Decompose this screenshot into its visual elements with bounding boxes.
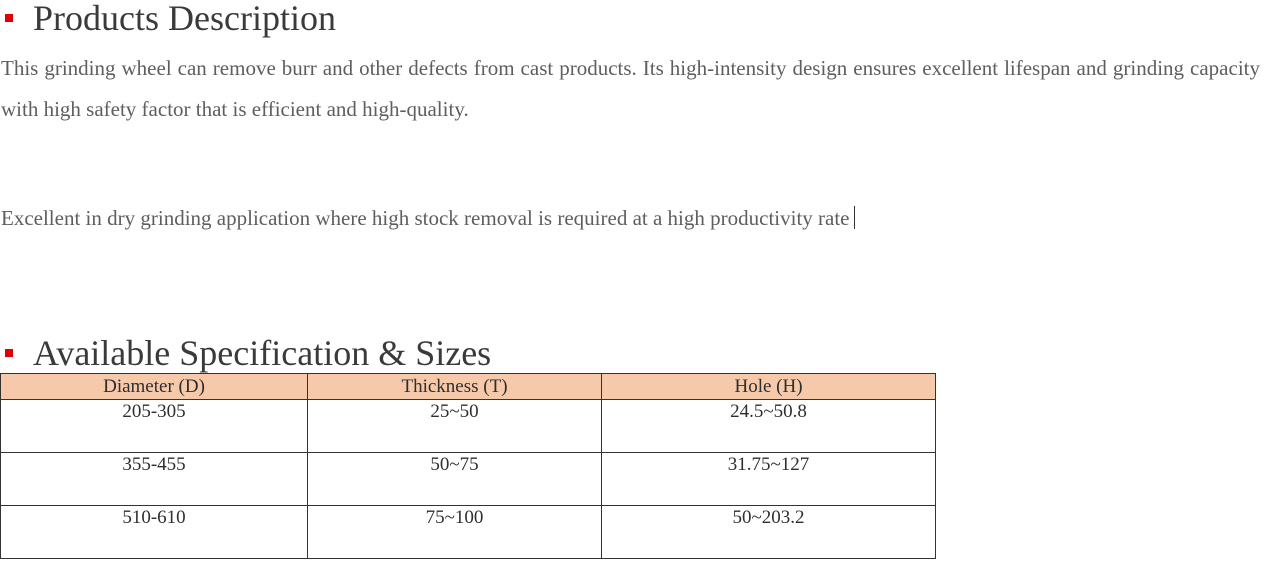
- table-cell-hole: 24.5~50.8: [601, 399, 936, 453]
- column-header-diameter: Diameter (D): [0, 373, 308, 400]
- table-cell-hole: 31.75~127: [601, 452, 936, 506]
- specification-heading: Available Specification & Sizes: [0, 332, 491, 374]
- table-row: 205-305 25~50 24.5~50.8: [0, 399, 936, 453]
- table-cell-diameter: 205-305: [0, 399, 308, 453]
- products-description-heading: Products Description: [0, 0, 336, 38]
- table-cell-thickness: 25~50: [307, 399, 602, 453]
- application-paragraph[interactable]: Excellent in dry grinding application wh…: [1, 198, 1260, 239]
- table-cell-hole: 50~203.2: [601, 505, 936, 559]
- table-cell-thickness: 50~75: [307, 452, 602, 506]
- table-row: 355-455 50~75 31.75~127: [0, 452, 936, 506]
- bullet-icon: [5, 14, 13, 22]
- table-header-row: Diameter (D) Thickness (T) Hole (H): [0, 373, 936, 400]
- heading-text: Available Specification & Sizes: [33, 333, 492, 373]
- application-text: Excellent in dry grinding application wh…: [1, 206, 850, 230]
- bullet-icon: [5, 349, 13, 357]
- table-row: 510-610 75~100 50~203.2: [0, 505, 936, 559]
- column-header-thickness: Thickness (T): [307, 373, 602, 400]
- specification-table: Diameter (D) Thickness (T) Hole (H) 205-…: [0, 373, 936, 559]
- column-header-hole: Hole (H): [601, 373, 936, 400]
- table-cell-diameter: 510-610: [0, 505, 308, 559]
- table-cell-thickness: 75~100: [307, 505, 602, 559]
- heading-text: Products Description: [33, 0, 336, 38]
- text-cursor: [853, 206, 855, 229]
- table-cell-diameter: 355-455: [0, 452, 308, 506]
- description-paragraph: This grinding wheel can remove burr and …: [1, 56, 1260, 121]
